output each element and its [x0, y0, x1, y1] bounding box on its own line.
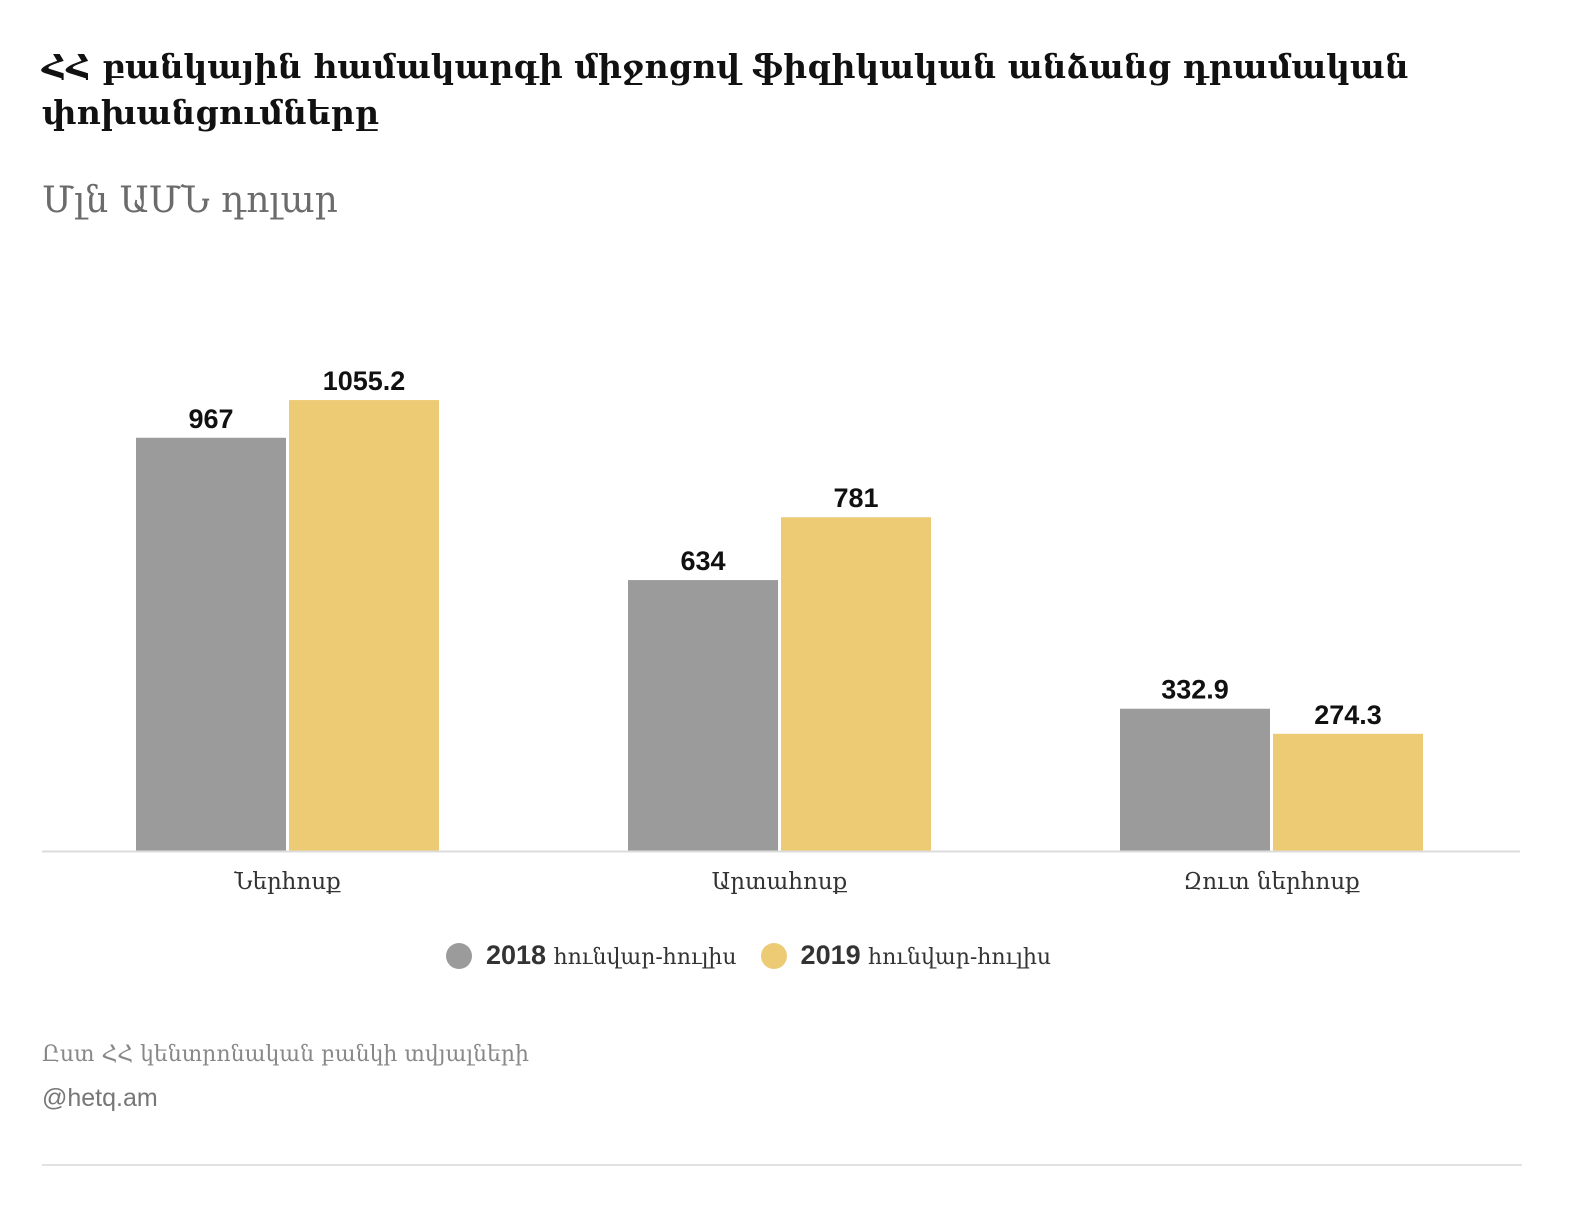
legend-period-2018: հունվար-հուլիս	[553, 945, 737, 970]
legend-swatch-2018	[446, 942, 472, 969]
bar-0-0[interactable]	[136, 437, 286, 851]
bar-chart: 967 1055.2 Ներհոսք 634 781 Արտահոսք 332.9 274.3…	[42, 366, 1520, 895]
bar-1-0[interactable]	[628, 580, 778, 851]
bar-0-1[interactable]	[289, 400, 439, 851]
data-label-0-1: 1055.2	[323, 366, 406, 396]
legend-label-2019: 2019 հունվար-հուլիս	[801, 940, 1052, 971]
chart-legend: 2018 հունվար-հուլիս 2019 հունվար-հուլիս	[446, 940, 1051, 971]
credit-link[interactable]: @hetq.am	[42, 1084, 158, 1112]
legend-year-2018: 2018	[486, 940, 547, 970]
chart-title: ՀՀ բանկային համակարգի միջոցով ֆիզիկական …	[42, 47, 1409, 132]
x-tick-label-0: Ներհոսք	[233, 869, 341, 895]
bottom-divider	[42, 1164, 1522, 1166]
legend-period-2019: հունվար-հուլիս	[868, 945, 1052, 970]
bar-2-0[interactable]	[1120, 708, 1270, 851]
legend-item-2018[interactable]: 2018 հունվար-հուլիս	[446, 940, 737, 971]
bar-2-1[interactable]	[1273, 733, 1423, 851]
legend-swatch-2019	[760, 942, 787, 969]
chart-subtitle-units: Մլն ԱՄՆ դոլար	[42, 180, 338, 221]
source-note: Ըստ ՀՀ կենտրոնական բանկի տվյալների	[42, 1042, 529, 1067]
data-label-2-0: 332.9	[1161, 675, 1229, 705]
data-label-2-1: 274.3	[1314, 700, 1382, 730]
legend-item-2019[interactable]: 2019 հունվար-հուլիս	[760, 940, 1052, 971]
data-label-1-1: 781	[833, 483, 878, 513]
data-label-1-0: 634	[680, 546, 725, 576]
x-tick-label-1: Արտահոսք	[712, 869, 848, 895]
x-tick-label-2: Զուտ ներհոսք	[1183, 869, 1360, 895]
legend-label-2018: 2018 հունվար-հուլիս	[486, 940, 737, 971]
legend-year-2019: 2019	[800, 940, 861, 970]
data-label-0-0: 967	[188, 404, 233, 434]
bar-1-1[interactable]	[781, 517, 931, 851]
